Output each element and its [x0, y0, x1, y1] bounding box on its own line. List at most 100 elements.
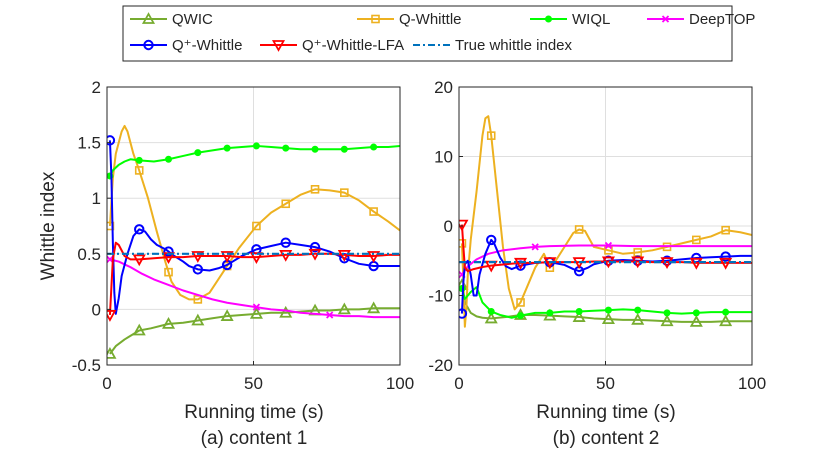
panel-a-series-qwic-marker-9: [367, 301, 381, 314]
panel-b-series-qwic-marker-6: [631, 312, 645, 325]
legend-box: [122, 5, 733, 62]
legend-label-true-whittle-index: True whittle index: [455, 37, 572, 54]
legend-entry-wiql: WIQL: [530, 11, 610, 28]
panel-b-series-q-whittle-marker-3: [545, 263, 555, 273]
panel-a-series-qwic-line: [109, 307, 400, 355]
panel-b-series-deeptop-marker-1: [531, 243, 539, 251]
panel-a-series-qwic-marker-1: [132, 323, 146, 336]
panel-a-series-qwic-marker-4: [220, 309, 234, 321]
panel-b-series-wiql-marker-2: [517, 312, 525, 320]
panel-b-series-qwic-marker-5: [601, 312, 615, 325]
panel-a-series-q-whittle-marker-7: [310, 185, 320, 194]
panel-a-xtick-label-2: 100: [386, 374, 414, 393]
legend-label-qwic: QWIC: [172, 11, 213, 28]
panel-a-series-qwic-marker-2: [162, 317, 176, 329]
panel-a-series-qplus-whittle-lfa-marker-4: [220, 251, 234, 263]
panel-a-series-wiql-marker-3: [194, 149, 202, 157]
panel-a-ytick-label-0: -0.5: [72, 356, 101, 375]
legend: QWIC Q-Whittle WIQL DeepTOP Q⁺-Whittle Q⁺-Whi…: [122, 5, 755, 62]
panel-a-series-qplus-whittle-marker-6: [280, 237, 291, 248]
legend-deeptop-marker-0: [661, 15, 670, 23]
panel-a-series-qplus-whittle-marker-2: [163, 246, 174, 257]
legend-label-deeptop: DeepTOP: [689, 11, 755, 28]
panel-a-series-q-whittle-marker-8: [340, 188, 349, 197]
panel-b-series: [459, 115, 752, 328]
panel-b-ytick-label-0: -20: [428, 356, 453, 375]
panel-a-series-deeptop-line: [109, 258, 400, 319]
panel-b-series-wiql-marker-7: [663, 309, 671, 317]
panel-b-series-qwic-marker-1: [484, 311, 498, 324]
panel-b-xtick-label-1: 50: [596, 374, 615, 393]
panel-b-series-q-whittle-marker-9: [721, 225, 730, 235]
panel-b-ytick-label-1: -10: [428, 287, 453, 306]
panel-b-series-qwic-marker-9: [719, 314, 733, 327]
panel-b-series-q-whittle-marker-8: [692, 235, 701, 245]
panel-b-series-qwic-marker-8: [689, 315, 703, 327]
legend-entries: QWIC Q-Whittle WIQL DeepTOP Q⁺-Whittle Q⁺-Whi…: [130, 11, 755, 54]
panel-b-series-qwic-marker-7: [660, 314, 674, 327]
panel-b: 0 50 100 -20 -10 0 10 20 Running time (s) (b) c…: [428, 78, 766, 449]
panel-a-series-qwic-marker-5: [249, 306, 263, 319]
panel-b-series-q-whittle-marker-1: [486, 131, 496, 140]
legend-qplus-whittle-marker-0: [143, 39, 154, 51]
panel-a-series-q-whittle-marker-1: [134, 166, 144, 175]
panel-a-series-wiql-marker-9: [370, 143, 378, 151]
panel-b-series-wiql-marker-8: [692, 309, 700, 317]
panel-a-series-qwic-marker-8: [337, 302, 351, 315]
panel-a-ytick-label-5: 2: [92, 78, 101, 97]
panel-a-xlabel: Running time (s): [184, 402, 323, 423]
panel-b-series-wiql-marker-1: [487, 307, 495, 315]
panel-a-series-deeptop-marker-1: [252, 303, 261, 311]
panel-b-series-deeptop-marker-2: [604, 241, 613, 250]
panel-a-xtick-label-0: 0: [102, 374, 111, 393]
panel-a-series-q-whittle-marker-6: [281, 199, 291, 209]
panel-a-series-q-whittle-line: [108, 124, 400, 301]
legend-qplus-whittle-lfa-marker-0: [271, 40, 286, 52]
panel-b-series-wiql-marker-6: [634, 306, 642, 314]
panel-b-series-q-whittle-marker-4: [574, 225, 584, 234]
panel-a-series-qplus-whittle-lfa-marker-1: [132, 254, 146, 267]
panel-a-series-wiql-marker-6: [282, 144, 290, 152]
panel-a-series-wiql: [107, 142, 400, 180]
legend-entry-true-whittle-index: True whittle index: [413, 37, 572, 54]
panel-a-series-deeptop-marker-2: [326, 311, 334, 319]
legend-entry-q-whittle: Q-Whittle: [357, 11, 462, 28]
panel-a-ytick-label-4: 1.5: [77, 134, 101, 153]
panel-b-series-qplus-whittle-lfa-marker-9: [719, 257, 733, 270]
panel-b-xtick-label-0: 0: [454, 374, 463, 393]
panel-a-series-qplus-whittle-marker-0: [107, 135, 116, 146]
panel-a-series-qplus-whittle-marker-3: [192, 264, 204, 275]
panel-b-xtick-label-2: 100: [738, 374, 766, 393]
panel-b-ticks: 0 50 100 -20 -10 0 10 20: [428, 78, 766, 393]
panel-a-xtick-label-1: 50: [244, 374, 263, 393]
legend-entry-qplus-whittle-lfa: Q⁺-Whittle-LFA: [260, 37, 404, 54]
panel-a-ticks: 0 50 100-0.500.511.52: [72, 78, 414, 393]
panel-b-series-qplus-whittle-lfa-marker-2: [514, 257, 528, 270]
panel-b-series-qwic-marker-4: [572, 310, 586, 322]
panel-b-series-deeptop: [459, 241, 752, 279]
panel-a-series-deeptop: [107, 255, 400, 319]
panel-a-series-qplus-whittle-line: [108, 140, 400, 315]
panel-a-series-qwic-marker-6: [279, 305, 293, 318]
panel-a-series-wiql-marker-4: [223, 144, 231, 152]
panel-a-series-q-whittle-marker-9: [369, 207, 378, 216]
legend-label-q-whittle: Q-Whittle: [399, 11, 462, 28]
panel-a-series-q-whittle-marker-5: [252, 221, 261, 231]
panel-a-ytick-label-3: 1: [92, 189, 101, 208]
panel-a-series-qwic-marker-3: [191, 313, 205, 326]
panel-a-series-qplus-whittle-lfa-marker-3: [191, 251, 205, 263]
panel-b-series-wiql-marker-4: [575, 307, 583, 315]
panel-a-ylabel: Whittle index: [38, 171, 59, 280]
panel-b-caption: (b) content 2: [553, 428, 660, 449]
panel-b-series-qplus-whittle-marker-9: [720, 251, 731, 262]
panel-a-series-qplus-whittle-lfa-marker-6: [279, 250, 293, 262]
panel-b-ytick-label-2: 0: [444, 217, 453, 236]
panel-b-series-wiql-marker-9: [722, 308, 730, 316]
panel-a-series-qplus-whittle-marker-7: [309, 241, 321, 253]
panel-b-series-wiql-marker-3: [546, 309, 554, 317]
legend-entry-deeptop: DeepTOP: [647, 11, 755, 28]
panel-a-series-qplus-whittle-lfa-marker-8: [337, 250, 351, 262]
panel-a-ytick-label-2: 0.5: [77, 245, 101, 264]
